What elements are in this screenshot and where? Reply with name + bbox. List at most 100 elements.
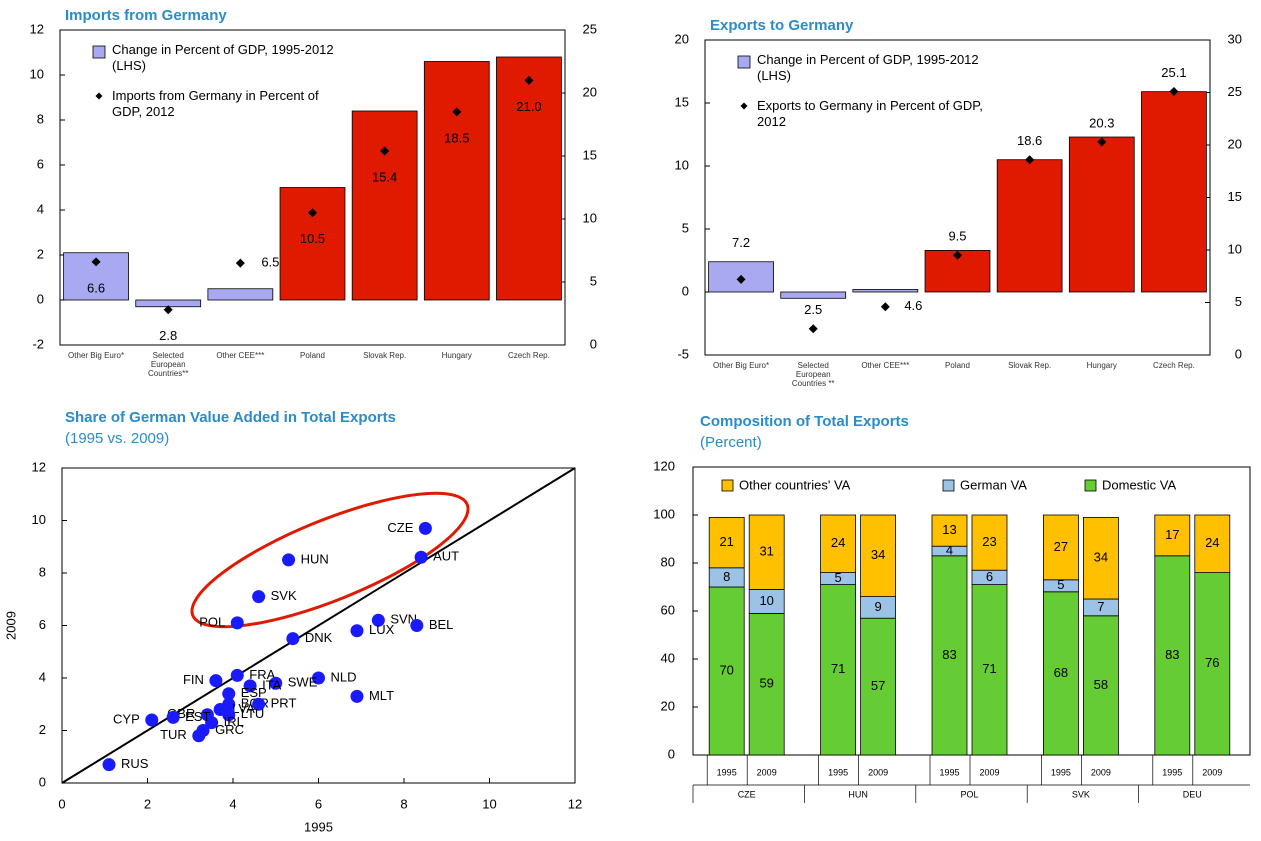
bar-segment <box>860 617 896 756</box>
value-label: 8 <box>723 569 730 584</box>
x-tick-label: 2 <box>144 796 151 811</box>
legend-swatch <box>92 45 106 59</box>
value-label: 71 <box>831 661 845 676</box>
point <box>252 590 266 604</box>
marker <box>452 107 462 117</box>
value-label: 10 <box>759 593 773 608</box>
value-label: 5 <box>1057 577 1064 592</box>
point <box>230 668 244 682</box>
point-label: SVN <box>390 612 417 627</box>
point-label: LVA <box>232 701 255 716</box>
marker <box>163 305 173 315</box>
y-tick-label: 10 <box>30 66 44 81</box>
point <box>243 679 257 693</box>
bar-segment <box>860 514 896 597</box>
x-tick-label: Hungary <box>1086 361 1117 370</box>
marker <box>91 257 101 267</box>
bar <box>351 110 418 301</box>
y2-tick-label: 15 <box>1228 189 1242 204</box>
point-label: BEL <box>429 617 454 632</box>
value-label: 27 <box>1054 539 1068 554</box>
bar <box>423 61 490 301</box>
bar-segment <box>1083 615 1119 756</box>
point-label: AUT <box>433 549 459 564</box>
chart-title: Share of German Value Added in Total Exp… <box>65 409 396 426</box>
bar-segment <box>1043 591 1079 756</box>
bar-segment <box>1194 514 1231 573</box>
point-label: CZE <box>387 520 413 535</box>
legend-label: Change in Percent of GDP, 1995-2012 (LHS… <box>757 52 979 83</box>
y2-tick-label: 5 <box>1235 294 1242 309</box>
y-tick-label: 0 <box>668 746 675 761</box>
point <box>312 671 325 685</box>
bar-segment <box>820 584 856 756</box>
bar-segment <box>1083 517 1119 600</box>
y-tick-label: 8 <box>39 564 46 579</box>
chart-subtitle: (1995 vs. 2009) <box>65 430 169 447</box>
point <box>209 674 223 688</box>
bar-segment <box>971 514 1008 571</box>
y2-tick-label: 25 <box>1228 84 1242 99</box>
x-tick-label: Other Big Euro* <box>713 361 770 370</box>
point-label: ESP <box>241 685 267 700</box>
bar-segment <box>708 517 745 569</box>
bar <box>780 291 847 299</box>
point <box>350 624 364 638</box>
value-label: 18.5 <box>444 130 469 145</box>
y2-tick-label: 15 <box>583 147 597 162</box>
value-label: 9 <box>874 599 881 614</box>
point-label: FRA <box>249 667 275 682</box>
point-label: GRC <box>215 722 244 737</box>
legend-label: Imports from Germany in Percent of GDP, … <box>112 88 319 119</box>
marker <box>1025 155 1035 165</box>
point-label: HUN <box>301 551 329 566</box>
x-tick-label: 2009 <box>979 767 999 777</box>
y-tick-label: 15 <box>675 94 689 109</box>
x-tick-label: 10 <box>482 796 496 811</box>
x-tick-label: 2009 <box>868 767 888 777</box>
bar-segment <box>1154 514 1191 557</box>
marker <box>235 258 245 268</box>
y-tick-label: 120 <box>653 458 675 473</box>
legend-label: Change in Percent of GDP, 1995-2012 (LHS… <box>112 42 334 73</box>
bar <box>996 159 1063 293</box>
chart-subtitle: (Percent) <box>700 434 762 451</box>
point-label: IRL <box>224 714 244 729</box>
x-tick-label: 12 <box>568 796 582 811</box>
point <box>166 710 180 724</box>
point <box>282 553 296 567</box>
y-tick-label: 20 <box>661 698 675 713</box>
plot-frame <box>59 29 566 346</box>
legend-box <box>705 473 1238 501</box>
bar-segment <box>931 555 968 756</box>
value-label: 25.1 <box>1161 65 1186 80</box>
y-tick-label: 80 <box>661 554 675 569</box>
point-label: LTU <box>241 706 265 721</box>
y2-tick-label: 5 <box>590 273 597 288</box>
marker <box>524 75 534 85</box>
marker <box>380 146 390 156</box>
x-tick-label: Czech Rep. <box>508 351 550 360</box>
value-label: 2.5 <box>804 302 822 317</box>
y-tick-label: 10 <box>32 512 46 527</box>
value-label: 70 <box>719 662 733 677</box>
marker <box>1169 86 1179 96</box>
bar-segment <box>820 514 856 573</box>
value-label: 6.5 <box>261 255 279 270</box>
point-label: TUR <box>160 727 187 742</box>
y-tick-label: 2 <box>37 246 44 261</box>
value-label: 71 <box>982 661 996 676</box>
y-tick-label: -2 <box>32 336 44 351</box>
x-tick-label: 2009 <box>757 767 777 777</box>
highlight-ellipse <box>190 491 470 629</box>
chart-title: Exports to Germany <box>710 17 854 34</box>
y-tick-label: 100 <box>653 506 675 521</box>
y2-tick-label: 20 <box>1228 136 1242 151</box>
value-label: 57 <box>871 678 885 693</box>
marker <box>736 274 746 284</box>
point-label: DNK <box>305 630 333 645</box>
bar <box>496 56 562 301</box>
y-tick-label: 6 <box>37 156 44 171</box>
y-tick-label: 20 <box>675 31 689 46</box>
